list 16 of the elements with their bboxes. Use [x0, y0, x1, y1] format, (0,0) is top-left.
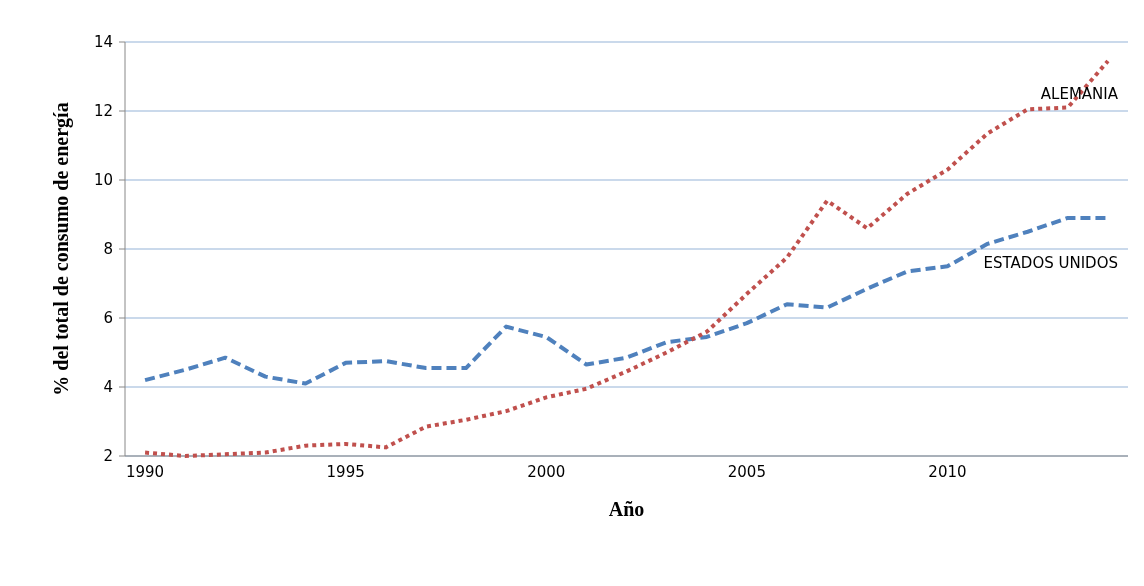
y-tick-label: 8 [103, 240, 113, 258]
y-tick-label: 6 [103, 309, 113, 327]
y-tick-label: 2 [103, 447, 113, 465]
y-axis-title: % del total de consumo de energía [50, 102, 73, 396]
x-axis-title: Año [608, 498, 645, 520]
x-tick-label: 2010 [928, 463, 967, 482]
series-label: ALEMANIA [1040, 84, 1119, 103]
y-tick-label: 14 [93, 33, 113, 51]
x-tick-label: 2000 [527, 463, 566, 482]
series-label: ESTADOS UNIDOS [983, 253, 1118, 272]
x-tick-label: 2005 [727, 463, 766, 482]
x-tick-label: 1995 [326, 463, 365, 482]
y-tick-label: 10 [93, 171, 113, 189]
y-tick-label: 12 [93, 102, 113, 120]
x-tick-label: 1990 [125, 463, 165, 482]
y-tick-label: 4 [103, 378, 113, 396]
